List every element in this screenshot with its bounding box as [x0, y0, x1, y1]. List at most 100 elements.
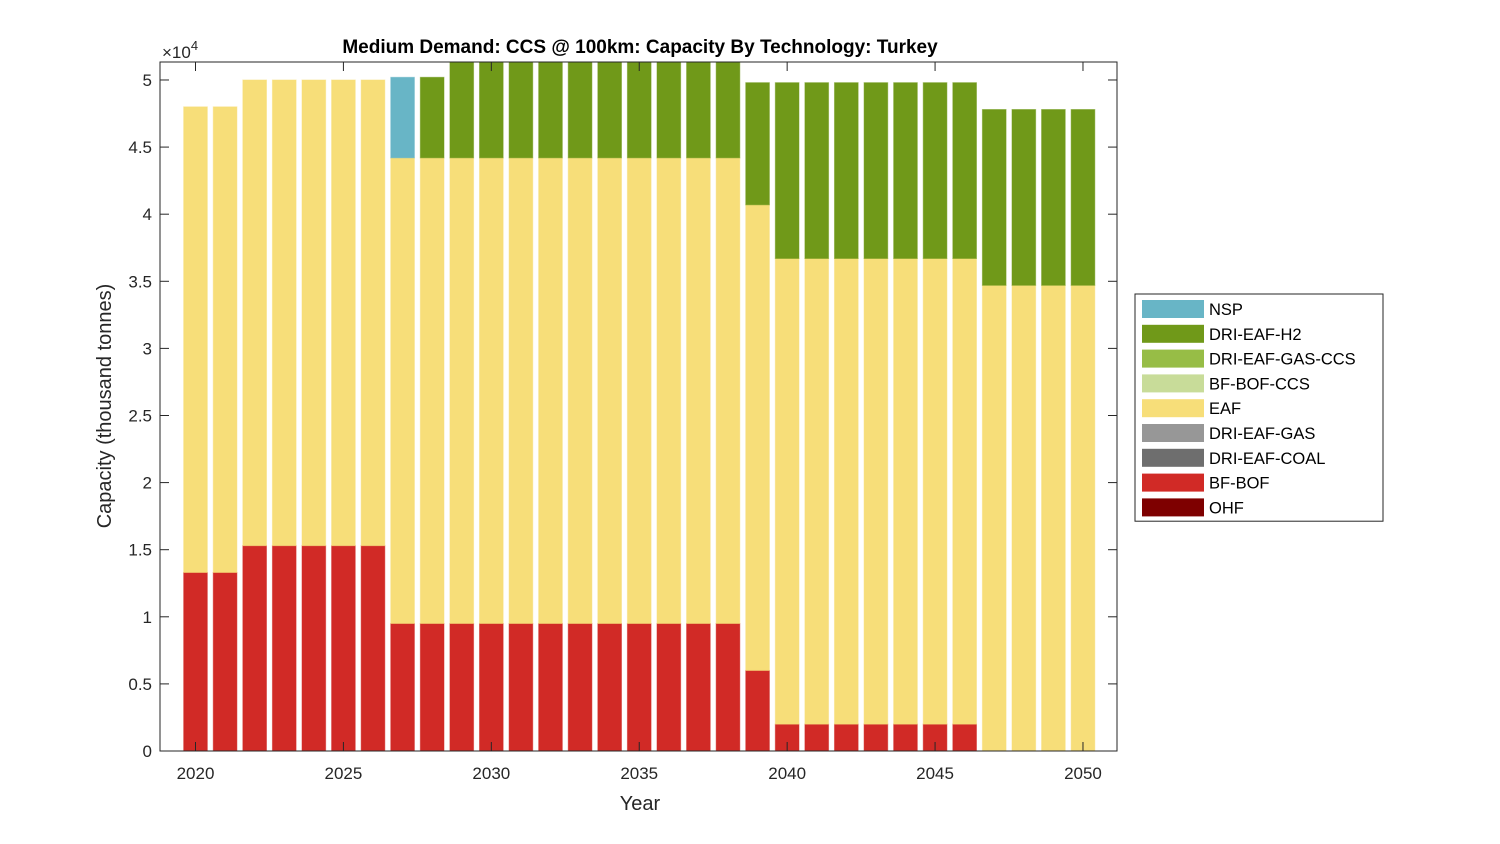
legend-label-bf-bof-ccs: BF-BOF-CCS	[1209, 375, 1310, 393]
bar-2045-dri-eaf-h2	[922, 82, 948, 259]
legend-label-dri-eaf-gas-ccs: DRI-EAF-GAS-CCS	[1209, 351, 1356, 369]
bar-2049-dri-eaf-h2	[1041, 109, 1066, 286]
bar-2020-eaf	[183, 106, 208, 574]
bar-2036-eaf	[656, 157, 682, 625]
y-axis: 0 0.5 1 1.5 2 2.5 3 3.5 4 4.5 5	[128, 71, 1117, 761]
bar-2020-bf-bof	[183, 572, 208, 751]
bar-2049-eaf	[1041, 284, 1066, 751]
bar-2048-dri-eaf-h2	[1011, 109, 1037, 286]
y-tick-label: 4	[143, 205, 152, 224]
bar-2037-eaf	[686, 157, 711, 625]
bar-2039-dri-eaf-h2	[745, 82, 770, 206]
bar-2043-dri-eaf-h2	[863, 82, 889, 259]
plot-area-frame	[159, 61, 1118, 752]
bar-2032-bf-bof	[538, 623, 563, 751]
bar-2021-eaf	[212, 106, 238, 574]
bars-layer	[183, 62, 1096, 751]
bar-2039-eaf	[745, 204, 770, 671]
legend-swatch-bf-bof	[1142, 473, 1204, 492]
bar-2044-eaf	[893, 257, 918, 725]
x-tick-label: 2025	[324, 764, 362, 783]
bar-2037-dri-eaf-h2	[686, 62, 711, 159]
bar-2031-bf-bof	[508, 623, 534, 751]
bar-2041-bf-bof	[804, 723, 830, 751]
y-tick-label: 5	[143, 71, 152, 90]
legend-swatch-dri-eaf-h2	[1142, 324, 1204, 343]
bar-2039-bf-bof	[745, 669, 770, 751]
bar-2024-eaf	[301, 79, 327, 547]
bar-2025-bf-bof	[331, 545, 356, 751]
bar-2031-dri-eaf-h2	[508, 62, 534, 159]
y-tick-label: 0.5	[128, 675, 152, 694]
bar-2034-dri-eaf-h2	[597, 62, 622, 159]
y-tick-label: 1.5	[128, 541, 152, 560]
y-tick-label: 2.5	[128, 406, 152, 425]
bar-2028-bf-bof	[419, 623, 445, 751]
bar-2033-bf-bof	[567, 623, 593, 751]
bar-2026-eaf	[360, 79, 386, 547]
legend-label-ohf: OHF	[1209, 499, 1244, 517]
bar-2037-bf-bof	[686, 623, 711, 751]
y-tick-label: 3	[143, 339, 152, 358]
x-tick-label: 2030	[472, 764, 510, 783]
bar-2041-eaf	[804, 257, 830, 725]
bar-2046-bf-bof	[952, 723, 977, 751]
bar-2034-bf-bof	[597, 623, 622, 751]
bar-2030-eaf	[478, 157, 504, 625]
legend-swatch-ohf	[1142, 498, 1204, 517]
bar-2040-dri-eaf-h2	[774, 82, 800, 259]
legend-label-dri-eaf-gas: DRI-EAF-GAS	[1209, 425, 1315, 443]
bar-2035-bf-bof	[626, 623, 652, 751]
y-tick-label: 3.5	[128, 272, 152, 291]
bar-2043-eaf	[863, 257, 889, 725]
bar-2033-dri-eaf-h2	[567, 62, 593, 159]
bar-2046-dri-eaf-h2	[952, 82, 977, 259]
bar-2027-eaf	[390, 157, 415, 625]
x-tick-label: 2050	[1064, 764, 1102, 783]
y-exponent-label: ×104	[162, 38, 198, 62]
bar-2022-bf-bof	[242, 545, 267, 751]
x-tick-label: 2035	[620, 764, 658, 783]
bar-2029-bf-bof	[449, 623, 475, 751]
x-axis-label: Year	[620, 793, 661, 815]
bar-2050-dri-eaf-h2	[1070, 109, 1096, 286]
bar-2045-eaf	[922, 257, 948, 725]
bar-2050-eaf	[1070, 284, 1096, 751]
y-axis-label: Capacity (thousand tonnes)	[94, 284, 116, 529]
bar-2022-eaf	[242, 79, 267, 547]
bar-2023-eaf	[271, 79, 297, 547]
bar-2048-eaf	[1011, 284, 1037, 751]
bar-2036-bf-bof	[656, 623, 682, 751]
bar-2041-dri-eaf-h2	[804, 82, 830, 259]
bar-2038-dri-eaf-h2	[715, 62, 741, 159]
legend-swatch-bf-bof-ccs	[1142, 374, 1204, 393]
y-exponent-power: 4	[191, 38, 198, 53]
bar-2038-bf-bof	[715, 623, 741, 751]
x-axis: 2020 2025 2030 2035 2040 2045 2050	[177, 62, 1102, 783]
bar-2046-eaf	[952, 257, 977, 725]
bar-2042-dri-eaf-h2	[833, 82, 859, 259]
bar-2034-eaf	[597, 157, 622, 625]
legend-label-dri-eaf-coal: DRI-EAF-COAL	[1209, 450, 1325, 468]
bar-2035-eaf	[626, 157, 652, 625]
legend-label-bf-bof: BF-BOF	[1209, 475, 1270, 493]
legend-swatch-nsp	[1142, 300, 1204, 318]
bar-2026-bf-bof	[360, 545, 386, 751]
y-tick-label: 2	[143, 474, 152, 493]
x-tick-label: 2045	[916, 764, 954, 783]
legend-swatch-dri-eaf-coal	[1142, 448, 1204, 467]
bar-2028-eaf	[419, 157, 445, 625]
bar-2027-bf-bof	[390, 623, 415, 751]
chart-title: Medium Demand: CCS @ 100km: Capacity By …	[342, 37, 938, 58]
x-tick-label: 2020	[177, 764, 215, 783]
y-exponent-base: ×10	[162, 43, 191, 62]
bar-2023-bf-bof	[271, 545, 297, 751]
bar-2043-bf-bof	[863, 723, 889, 751]
bar-2029-eaf	[449, 157, 475, 625]
legend-label-nsp: NSP	[1209, 301, 1243, 319]
y-tick-label: 1	[143, 608, 152, 627]
legend: NSP DRI-EAF-H2 DRI-EAF-GAS-CCS BF-BOF-CCS EA…	[1134, 293, 1384, 522]
bar-2035-dri-eaf-h2	[626, 62, 652, 159]
bar-2028-dri-eaf-h2	[419, 76, 445, 159]
